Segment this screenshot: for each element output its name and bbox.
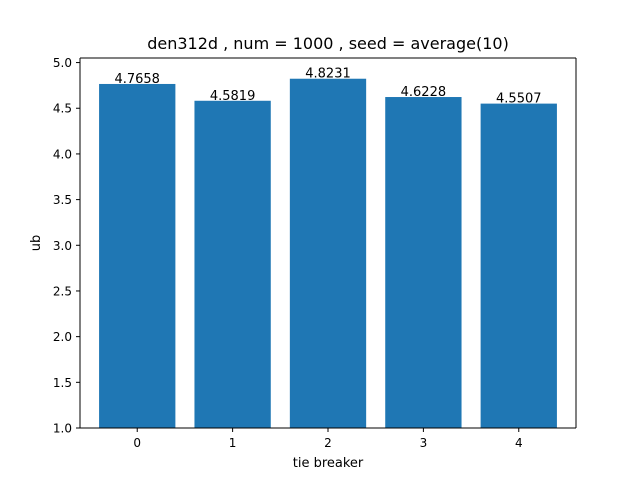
bars-layer <box>99 78 557 429</box>
chart-title: den312d , num = 1000 , seed = average(10… <box>147 34 509 53</box>
y-tick-label-2.5: 2.5 <box>53 284 72 298</box>
y-tick-label-5.0: 5.0 <box>53 56 72 70</box>
y-tick-label-1.0: 1.0 <box>53 422 72 436</box>
y-tick-label-1.5: 1.5 <box>53 376 72 390</box>
bar-4 <box>480 103 557 429</box>
y-axis-ticks: 1.0 1.5 2.0 2.5 3.0 3.5 4.0 4.5 5.0 <box>53 56 80 436</box>
y-tick-label-3.0: 3.0 <box>53 239 72 253</box>
y-axis-label: ub <box>29 235 44 252</box>
bar-0 <box>99 83 176 428</box>
data-label-0: 4.7658 <box>114 72 160 87</box>
data-label-3: 4.6228 <box>401 85 447 100</box>
bar-1 <box>194 100 271 428</box>
y-tick-label-4.0: 4.0 <box>53 147 72 161</box>
data-label-1: 4.5819 <box>210 89 256 104</box>
bar-2 <box>289 78 367 429</box>
bar-3 <box>385 97 462 429</box>
data-labels: 4.7658 4.5819 4.8231 4.6228 4.5507 <box>114 67 541 107</box>
x-axis-label: tie breaker <box>293 456 364 471</box>
x-axis-ticks: 0 1 2 3 4 <box>133 428 523 450</box>
x-tick-label-4: 4 <box>515 436 523 450</box>
x-tick-label-2: 2 <box>324 436 332 450</box>
x-tick-label-3: 3 <box>420 436 428 450</box>
y-tick-label-4.5: 4.5 <box>53 102 72 116</box>
y-tick-label-2.0: 2.0 <box>53 330 72 344</box>
data-label-2: 4.8231 <box>305 67 351 82</box>
data-label-4: 4.5507 <box>496 92 542 107</box>
x-tick-label-0: 0 <box>133 436 141 450</box>
x-tick-label-1: 1 <box>229 436 237 450</box>
y-tick-label-3.5: 3.5 <box>53 193 72 207</box>
